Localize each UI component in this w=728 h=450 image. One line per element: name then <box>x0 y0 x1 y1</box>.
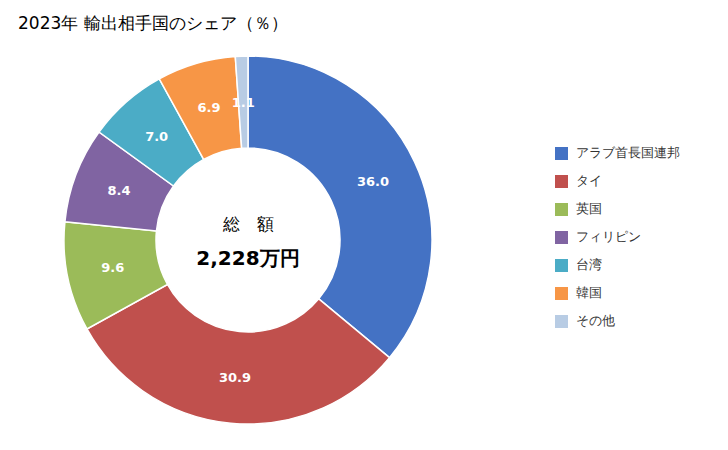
html-text:タイ: タイ <box>576 173 602 188</box>
svg-text:9.6: 9.6 <box>101 260 124 275</box>
html-text:韓国: 韓国 <box>576 285 602 300</box>
svg-text:7.0: 7.0 <box>145 129 168 144</box>
html-text:フィリピン: フィリピン <box>576 229 641 244</box>
html-text:アラブ首長国連邦: アラブ首長国連邦 <box>576 145 680 160</box>
svg-text:総 額: 総 額 <box>222 214 274 234</box>
svg-text:1.1: 1.1 <box>232 95 255 110</box>
svg-text:30.9: 30.9 <box>219 370 251 385</box>
html-text:2023年 輸出相手国のシェア（％）: 2023年 輸出相手国のシェア（％） <box>18 13 288 33</box>
svg-text:36.0: 36.0 <box>357 174 389 189</box>
svg-text:2,228万円: 2,228万円 <box>196 246 299 270</box>
html-text:英国: 英国 <box>576 201 602 216</box>
html-text:台湾: 台湾 <box>576 257 602 272</box>
svg-text:8.4: 8.4 <box>107 183 130 198</box>
html-text:その他: その他 <box>576 313 615 328</box>
svg-text:6.9: 6.9 <box>198 100 221 115</box>
